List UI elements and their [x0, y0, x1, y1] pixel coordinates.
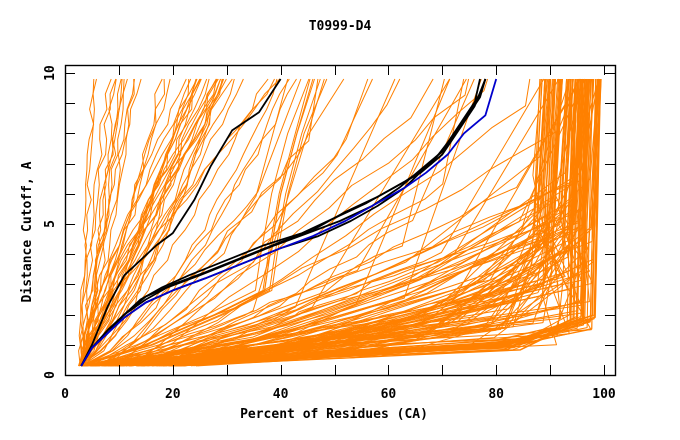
model-curve	[83, 78, 290, 367]
model-curve	[107, 78, 319, 367]
model-curve	[78, 78, 190, 367]
model-curve	[109, 78, 599, 367]
model-curve	[114, 78, 582, 367]
model-curve	[83, 78, 590, 367]
model-curve	[78, 78, 223, 367]
highlight-blue-ref	[80, 78, 498, 367]
x-tick-label: 100	[592, 387, 616, 402]
model-curve	[81, 78, 314, 367]
highlight-black-e	[80, 78, 487, 367]
x-tick-label: 40	[273, 387, 289, 402]
model-curve	[117, 78, 570, 367]
model-curve	[81, 78, 278, 367]
model-curve	[78, 78, 210, 367]
model-curve	[130, 78, 401, 367]
highlight-black-a	[80, 78, 282, 367]
x-tick-label: 60	[381, 387, 397, 402]
plot-lines	[78, 78, 602, 367]
tick-labels: 0 20 40 60 80 100 0 5 10	[43, 65, 616, 402]
x-axis-label: Percent of Residues (CA)	[240, 407, 428, 422]
model-curve	[95, 78, 470, 367]
x-tick-label: 80	[488, 387, 504, 402]
model-curve	[81, 78, 328, 367]
y-axis-label: Distance Cutoff, A	[20, 161, 35, 302]
model-curve	[162, 78, 602, 367]
model-curve	[177, 78, 580, 367]
model-curve	[84, 78, 560, 367]
model-curve	[169, 78, 556, 367]
model-curve	[125, 78, 531, 367]
model-curve	[81, 78, 225, 367]
model-curve	[82, 78, 201, 366]
model-curve	[81, 78, 297, 367]
model-curve	[84, 78, 467, 367]
chart-title: T0999-D4	[309, 19, 372, 34]
model-curve	[83, 78, 135, 367]
model-curve	[121, 78, 587, 367]
y-tick-label: 10	[43, 65, 58, 81]
model-curve	[181, 78, 598, 367]
plot-frame	[64, 64, 617, 377]
model-curve	[125, 78, 445, 367]
model-curve	[81, 78, 310, 367]
model-curve	[81, 78, 217, 367]
model-curve	[183, 78, 593, 367]
model-curve	[85, 78, 549, 367]
model-curve	[195, 78, 590, 367]
axis-ticks	[65, 65, 615, 376]
y-tick-label: 5	[43, 220, 58, 228]
model-curve	[78, 78, 171, 367]
model-curve	[78, 78, 112, 366]
y-tick-label: 0	[43, 371, 58, 379]
model-curve	[81, 78, 142, 366]
model-curve	[102, 78, 345, 367]
model-curve	[81, 78, 275, 367]
model-curve	[83, 78, 197, 367]
model-curve	[82, 78, 579, 367]
model-curve	[84, 78, 555, 367]
model-curve	[142, 78, 475, 367]
model-curve	[78, 78, 95, 366]
model-curve	[82, 78, 302, 367]
x-tick-label: 0	[61, 387, 69, 402]
model-curve	[79, 78, 117, 367]
model-curve	[81, 78, 311, 367]
x-tick-label: 20	[165, 387, 181, 402]
model-curve	[81, 78, 321, 367]
model-curve	[92, 78, 590, 367]
model-curve	[79, 78, 235, 367]
model-curve	[80, 78, 117, 367]
